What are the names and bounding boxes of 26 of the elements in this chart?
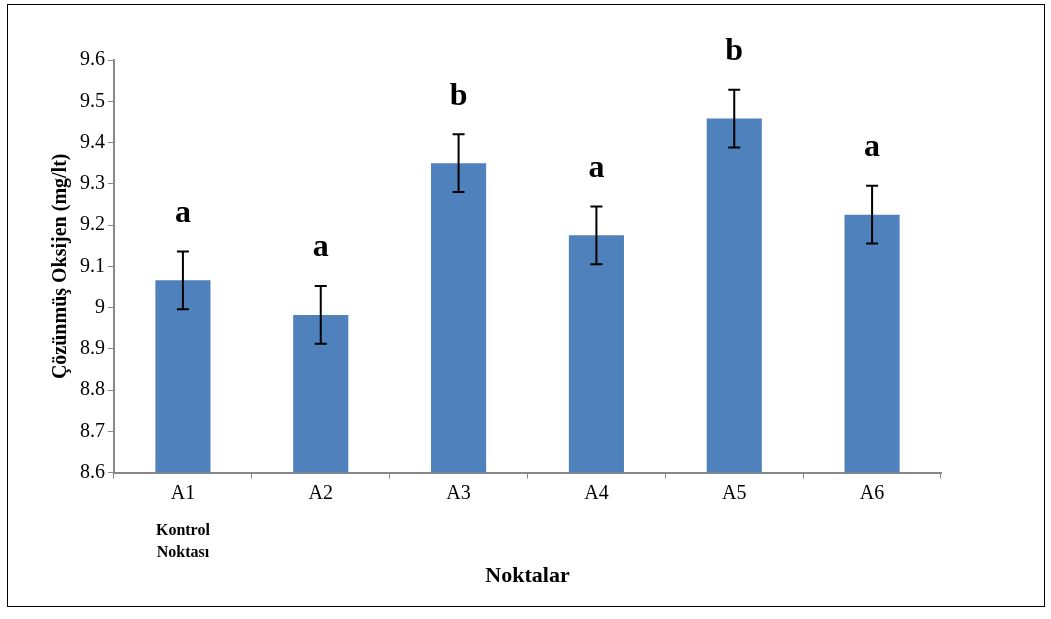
x-axis-title: Noktalar [485, 562, 570, 588]
y-tick-label: 8.6 [80, 459, 105, 482]
y-axis-title: Çözünmüş Oksijen (mg/lt) [48, 153, 72, 380]
y-tick-label: 8.9 [80, 336, 105, 359]
annotation: a [174, 192, 191, 229]
annotation: b [449, 75, 468, 112]
annotation: a [588, 147, 605, 184]
x-tick-label: A4 [584, 480, 609, 503]
y-tick-label: 8.7 [80, 418, 105, 441]
x-tick-label: A3 [446, 480, 471, 503]
y-tick-label: 9.6 [80, 47, 105, 70]
y-tick-label: 9.3 [80, 171, 105, 194]
y-tick-label: 8.8 [80, 377, 105, 400]
y-tick-label: 9.2 [80, 212, 105, 235]
y-tick-label: 9 [95, 294, 105, 317]
annotation: b [725, 30, 744, 67]
x-tick-label: A5 [722, 480, 747, 503]
annotation: a [312, 227, 329, 264]
text: Kontrol Noktası [155, 520, 211, 560]
y-tick-label: 9.5 [80, 88, 105, 111]
x-tick-label: A6 [859, 480, 885, 503]
y-tick-label: 9.4 [80, 129, 105, 152]
annotation: a [864, 127, 881, 164]
y-tick-label: 9.1 [80, 253, 105, 276]
x-tick-label: A2 [308, 480, 333, 503]
x-tick-label: A1 [170, 480, 196, 503]
